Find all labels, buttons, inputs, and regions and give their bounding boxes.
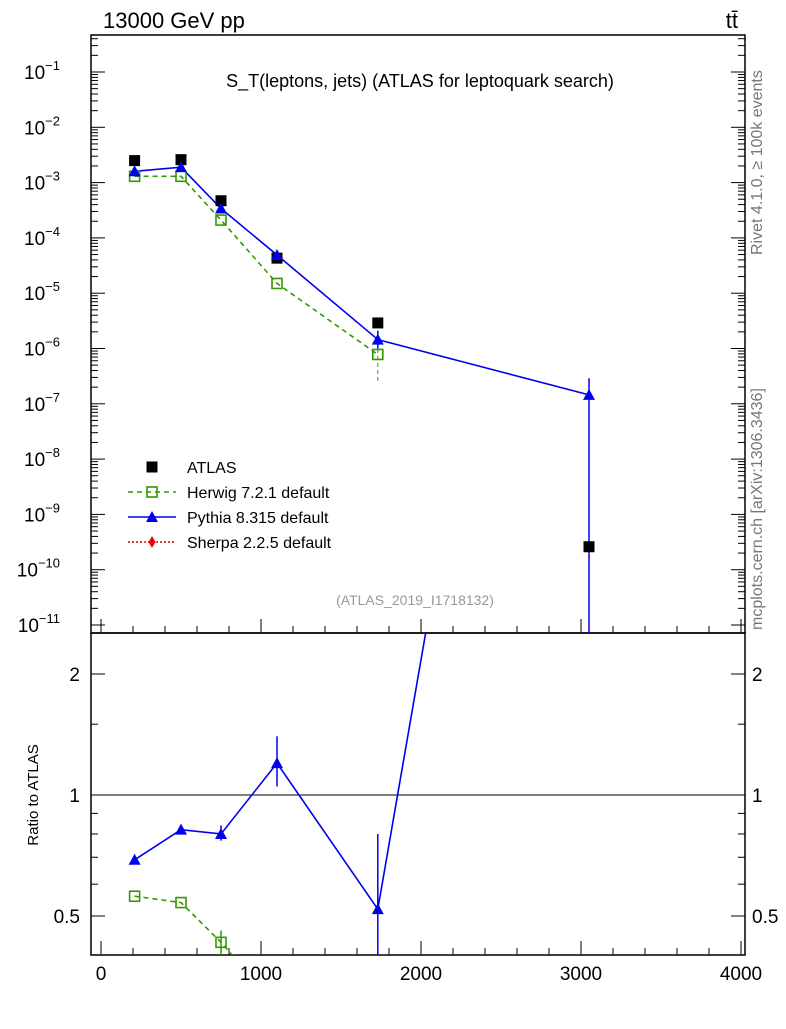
y-tick-exp: −2 (45, 113, 60, 128)
y-tick-exp: −8 (45, 445, 60, 460)
ratio-line (134, 633, 427, 912)
top-plot (134, 166, 590, 633)
ratio-plot (134, 633, 427, 955)
y-tick-exp: −3 (45, 169, 60, 184)
y-tick-exp: −6 (45, 335, 60, 350)
side-bottom: mcplots.cern.ch [arXiv:1306.3436] (749, 388, 766, 630)
ratio-ylabel: Ratio to ATLAS (25, 744, 42, 845)
legend-marker (146, 461, 158, 473)
legend-label: Pythia 8.315 default (187, 510, 329, 527)
x-tick-label: 4000 (720, 964, 762, 985)
chart-title: S_T(leptons, jets) (ATLAS for leptoquark… (226, 71, 614, 92)
y-tick-label: 10−8 (24, 445, 60, 471)
series-line (134, 166, 590, 396)
ratio-line (134, 895, 234, 955)
y-tick-exp: −9 (45, 500, 60, 515)
legend-marker (146, 511, 158, 522)
watermark: (ATLAS_2019_I1718132) (336, 592, 494, 608)
data-point (128, 165, 141, 177)
y-tick-label: 10−1 (24, 58, 60, 84)
x-tick-label: 0 (96, 964, 107, 985)
ratio-frame (90, 632, 746, 956)
data-point (371, 348, 384, 361)
ratio-tick-label-right: 2 (752, 665, 763, 686)
header-left: 13000 GeV pp (103, 8, 245, 33)
ratio-tick-label: 1 (69, 786, 80, 807)
x-tick-label: 3000 (560, 964, 602, 985)
y-tick-label: 10−2 (24, 113, 60, 139)
legend-item: Herwig 7.2.1 default (128, 485, 330, 502)
y-tick-label: 10−11 (18, 611, 60, 637)
legend-item: Sherpa 2.2.5 default (128, 535, 332, 552)
data-point (215, 214, 227, 226)
ratio-tick-label: 2 (69, 665, 80, 686)
y-tick-label: 10−10 (17, 556, 60, 582)
ratio-point (215, 827, 227, 839)
y-tick-exp: −1 (45, 58, 60, 73)
y-tick-exp: −4 (45, 224, 60, 239)
y-tick-exp: −7 (45, 390, 60, 405)
ratio-point (175, 896, 187, 909)
ratio-tick-label: 0.5 (54, 907, 80, 928)
ratio-point (128, 853, 141, 865)
y-tick-label: 10−7 (24, 390, 60, 416)
ratio-tick-label-right: 0.5 (752, 907, 778, 928)
data-point (175, 161, 187, 173)
legend-label: ATLAS (187, 460, 237, 477)
y-tick-label: 10−5 (24, 279, 60, 305)
y-tick-label: 10−3 (24, 169, 60, 195)
legend-item: Pythia 8.315 default (128, 510, 329, 527)
ratio-point (371, 903, 384, 915)
ratio-point (271, 757, 283, 769)
side-top: Rivet 4.1.0, ≥ 100k events (749, 70, 766, 255)
y-tick-exp: −10 (38, 556, 60, 571)
y-tick-label: 10−4 (24, 224, 60, 250)
data-point (271, 277, 283, 290)
data-point (371, 333, 384, 345)
series-line (134, 175, 379, 356)
ratio-tick-label-right: 1 (752, 786, 763, 807)
header-right: tt̄ (726, 8, 738, 33)
x-tick-label: 2000 (400, 964, 442, 985)
y-tick-label: 10−6 (24, 335, 60, 361)
legend-item: ATLAS (187, 460, 237, 477)
legend-marker (146, 486, 158, 498)
ratio-point (175, 823, 187, 835)
data-point (215, 195, 227, 207)
ratio-point (215, 936, 227, 949)
data-point (271, 249, 283, 261)
data-point (129, 155, 141, 167)
data-point (583, 388, 595, 400)
data-point (175, 154, 187, 166)
y-tick-label: 10−9 (24, 500, 60, 526)
data-point (215, 202, 227, 214)
y-tick-exp: −5 (45, 279, 60, 294)
legend-label: Herwig 7.2.1 default (187, 485, 330, 502)
data-point (372, 317, 384, 329)
data-point (583, 541, 595, 553)
legend-label: Sherpa 2.2.5 default (187, 535, 332, 552)
legend-marker (148, 536, 156, 548)
x-tick-label: 1000 (240, 964, 282, 985)
ratio-point (128, 890, 141, 903)
y-tick-exp: −11 (39, 611, 60, 626)
